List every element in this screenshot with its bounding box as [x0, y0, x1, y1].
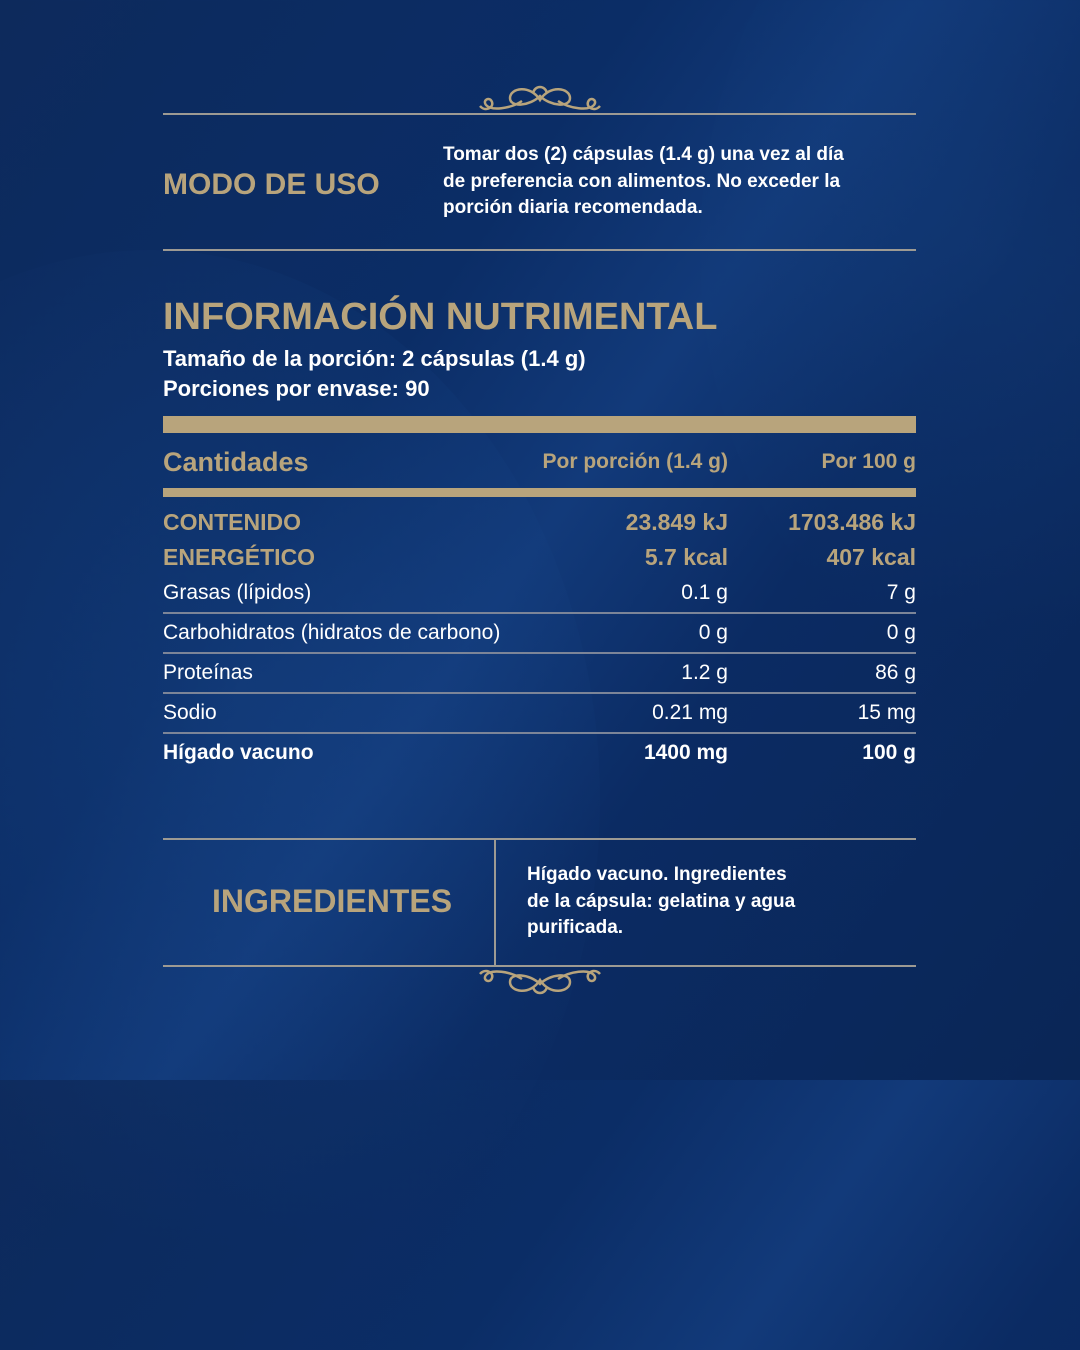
servings-per-container: Porciones por envase: 90	[163, 376, 430, 401]
modo-de-uso-text: Tomar dos (2) cápsulas (1.4 g) una vez a…	[443, 142, 844, 222]
gold-bar	[163, 416, 916, 433]
table-row: Hígado vacuno 1400 mg 100 g	[163, 735, 916, 771]
row-divider	[163, 652, 916, 654]
background-swoosh	[0, 250, 600, 1350]
text-line: de preferencia con alimentos. No exceder…	[443, 170, 841, 192]
row-per-100g: 15 mg	[857, 701, 916, 724]
row-label: Hígado vacuno	[163, 741, 314, 764]
header-per-100g: Por 100 g	[821, 450, 916, 473]
energy-kcal-per-serving: 5.7 kcal	[644, 543, 728, 570]
energy-row-kcal: ENERGÉTICO 5.7 kcal 407 kcal	[163, 539, 916, 575]
ingredientes-title: INGREDIENTES	[212, 883, 453, 919]
header-cantidades: Cantidades	[163, 446, 309, 477]
gold-bar	[163, 488, 916, 497]
row-per-serving: 0 g	[698, 621, 728, 644]
row-label: Proteínas	[163, 661, 253, 684]
text-line: Hígado vacuno. Ingredientes	[527, 864, 787, 885]
table-header: Cantidades Por porción (1.4 g) Por 100 g	[163, 444, 916, 480]
divider	[163, 249, 916, 251]
divider	[163, 113, 916, 115]
energy-kcal-per-100g: 407 kcal	[826, 543, 916, 570]
text-line: purificada.	[527, 917, 624, 938]
table-row: Sodio 0.21 mg 15 mg	[163, 695, 916, 731]
divider	[163, 838, 916, 840]
row-divider	[163, 732, 916, 734]
row-per-serving: 1.2 g	[681, 661, 728, 684]
text-line: porción diaria recomendada.	[443, 197, 703, 218]
row-label: Carbohidratos (hidratos de carbono)	[163, 621, 501, 644]
text-line: de la cápsula: gelatina y agua	[527, 890, 796, 912]
energy-row-kj: CONTENIDO 23.849 kJ 1703.486 kJ	[163, 504, 916, 540]
ingredientes-text: Hígado vacuno. Ingredientes de la cápsul…	[527, 862, 795, 942]
energy-label: ENERGÉTICO	[163, 543, 316, 570]
energy-label: CONTENIDO	[163, 508, 301, 535]
ornament-flourish-icon	[479, 85, 601, 111]
nutrition-title: INFORMACIÓN NUTRIMENTAL	[163, 296, 718, 338]
row-divider	[163, 612, 916, 614]
header-per-serving: Por porción (1.4 g)	[542, 450, 728, 473]
serving-size: Tamaño de la porción: 2 cápsulas (1.4 g)	[163, 346, 586, 371]
divider	[163, 965, 916, 967]
row-label: Sodio	[163, 701, 217, 724]
modo-de-uso-title: MODO DE USO	[163, 168, 380, 201]
table-row: Grasas (lípidos) 0.1 g 7 g	[163, 575, 916, 611]
row-per-100g: 100 g	[862, 741, 916, 764]
table-row: Proteínas 1.2 g 86 g	[163, 655, 916, 691]
row-per-serving: 0.1 g	[681, 581, 728, 604]
energy-kj-per-serving: 23.849 kJ	[625, 508, 728, 535]
energy-kj-per-100g: 1703.486 kJ	[788, 508, 916, 535]
row-per-100g: 7 g	[886, 581, 916, 604]
row-per-100g: 86 g	[875, 661, 916, 684]
row-divider	[163, 692, 916, 694]
row-per-100g: 0 g	[886, 621, 916, 644]
text-line: Tomar dos (2) cápsulas (1.4 g) una vez a…	[443, 144, 844, 165]
table-row: Carbohidratos (hidratos de carbono) 0 g …	[163, 615, 916, 651]
row-per-serving: 0.21 mg	[652, 701, 728, 724]
ornament-flourish-icon	[479, 969, 601, 995]
vertical-divider	[494, 839, 496, 966]
row-label: Grasas (lípidos)	[163, 581, 312, 604]
row-per-serving: 1400 mg	[643, 741, 728, 764]
